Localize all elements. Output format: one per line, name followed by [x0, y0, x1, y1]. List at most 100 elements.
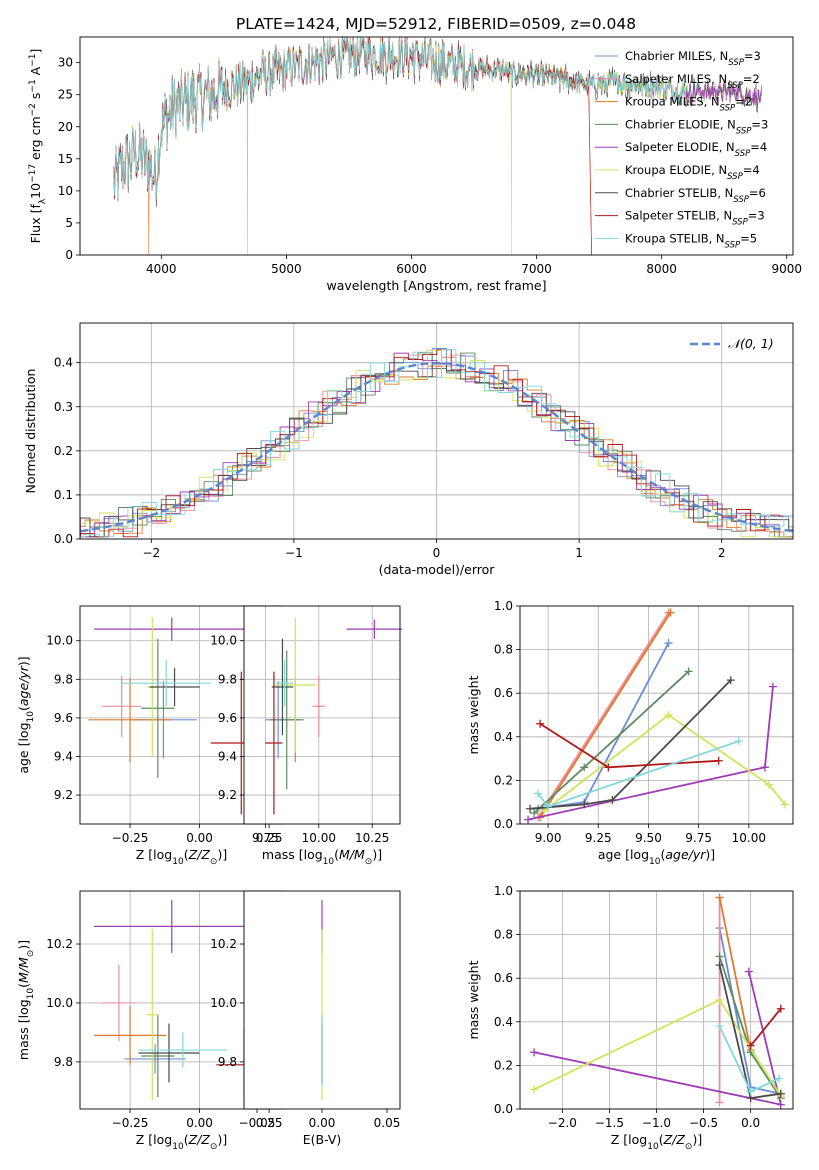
y-tick-label: 0.3 — [54, 400, 73, 414]
x-tick-label: 0.25 — [256, 831, 283, 845]
plot-content — [79, 348, 794, 538]
plus-marker — [664, 711, 673, 719]
plus-marker — [776, 1004, 785, 1013]
x-tick-label: 0.05 — [374, 1116, 401, 1130]
plus-marker — [726, 676, 735, 685]
plus-marker — [530, 1048, 539, 1057]
plus-marker — [768, 682, 777, 691]
weight-line — [539, 612, 672, 818]
y-tick-label: 0.8 — [494, 928, 513, 942]
x-tick-label: −0.25 — [112, 831, 149, 845]
plus-marker — [746, 1041, 755, 1050]
plot-area — [244, 606, 400, 824]
ticks-mass_vs_ebv: −0.05 0.00 0.05 9.8 10.0 10.2 — [210, 937, 400, 1130]
weight-line — [543, 713, 786, 812]
axes-spectrum — [80, 36, 793, 256]
y-tick-label: 25 — [58, 88, 73, 102]
error-bar-point — [312, 675, 326, 738]
legend-label: 𝒩(0, 1) — [728, 336, 774, 351]
plus-marker — [714, 756, 723, 765]
plus-marker — [715, 952, 724, 961]
ticks-mass_vs_Z: −0.25 0.00 0.25 9.8 10.0 10.2 — [46, 937, 282, 1130]
y-tick-label: 9.8 — [54, 1055, 73, 1069]
plot-content — [113, 36, 762, 256]
error-bar-point — [138, 1032, 228, 1068]
y-tick-label: 0.6 — [494, 971, 513, 985]
spectrum-y-label: Flux [fλ10−17 erg cm−2 s−1 A−1] — [28, 49, 48, 244]
ticks-residuals: −2 −1 0 1 2 0.0 0.1 0.2 0.3 0.4 — [54, 356, 726, 560]
ticks-age_vs_mass: 9.75 10.00 10.25 9.2 9.4 9.6 9.8 10.0 — [210, 634, 389, 845]
spectrum-line — [113, 36, 687, 256]
plot-content — [530, 893, 785, 1109]
x-tick-label: −0.5 — [689, 1116, 718, 1130]
y-tick-label: 10.0 — [46, 634, 73, 648]
ticks-age_vs_Z: −0.25 0.00 0.25 9.2 9.4 9.6 9.8 10.0 — [46, 634, 282, 845]
plus-marker — [734, 737, 743, 746]
weight-line — [537, 612, 670, 818]
y-tick-label: 9.4 — [218, 749, 237, 763]
error-bar-point — [93, 899, 250, 953]
plus-marker — [530, 1085, 539, 1094]
legend-label: Kroupa ELODIE, NSSP=4 — [625, 163, 760, 182]
y-tick-label: 9.6 — [54, 711, 73, 725]
legend-label: Chabrier MILES, NSSP=3 — [625, 49, 761, 68]
y-tick-label: 0.0 — [494, 1102, 513, 1116]
spectrum-x-label: wavelength [Angstrom, rest frame] — [326, 278, 546, 293]
axes-age_vs_mass — [244, 606, 403, 824]
plus-marker — [764, 780, 773, 789]
plus-marker — [526, 804, 535, 813]
ticks-weight_vs_Z: −2.0 −1.5 −1.0 −0.5 0.0 0.0 0.2 0.4 0.6 0.8 1.0 — [494, 884, 760, 1130]
plus-marker — [715, 1022, 724, 1031]
plus-marker — [684, 667, 693, 676]
normal-curve — [79, 361, 794, 533]
y-tick-label: 10.2 — [46, 937, 73, 951]
plus-marker — [774, 1074, 783, 1083]
plus-marker — [715, 996, 724, 1004]
y-tick-label: 9.8 — [54, 672, 73, 686]
error-bar-point — [269, 650, 304, 790]
weight-vs-age-y-label: mass weight — [466, 675, 481, 754]
mass-vs-z-x-label: Z [log10(Z/Z⊙)] — [136, 1132, 227, 1152]
legend-label: Kroupa STELIB, NSSP=5 — [625, 231, 757, 250]
plus-marker — [715, 961, 724, 970]
plus-marker — [664, 639, 673, 648]
histogram-step — [80, 348, 793, 538]
axes-frame — [519, 890, 794, 1110]
axes-frame — [79, 322, 794, 540]
x-tick-label: 9.00 — [535, 831, 562, 845]
x-tick-label: 0.00 — [186, 831, 213, 845]
x-tick-label: 2 — [718, 546, 726, 560]
x-tick-label: 10.25 — [355, 831, 389, 845]
figure-title: PLATE=1424, MJD=52912, FIBERID=0509, z=0… — [236, 15, 636, 33]
legend-label: Chabrier STELIB, NSSP=6 — [625, 186, 766, 205]
error-bar-point — [149, 667, 200, 707]
x-tick-label: 9.75 — [685, 831, 712, 845]
age-vs-mass-x-label: mass [log10(M/M⊙)] — [262, 847, 382, 867]
plus-marker — [536, 719, 545, 728]
plot-area — [520, 606, 793, 824]
axes-frame — [79, 36, 794, 256]
x-tick-label: −1.5 — [595, 1116, 624, 1130]
x-tick-label: 9.50 — [635, 831, 662, 845]
y-tick-label: 9.6 — [218, 711, 237, 725]
spectrum-line — [113, 36, 592, 256]
age-vs-z-y-label: age [log10(age/yr)] — [16, 656, 36, 773]
plot-content — [265, 617, 403, 815]
plus-marker — [544, 802, 553, 811]
x-tick-label: −1 — [285, 546, 303, 560]
legend-label: Salpeter ELODIE, NSSP=4 — [625, 140, 767, 159]
plus-marker — [744, 967, 753, 976]
plus-marker — [776, 1089, 785, 1098]
weight-vs-z-x-label: Z [log10(Z/Z⊙)] — [611, 1132, 702, 1152]
plus-marker — [666, 608, 675, 617]
x-tick-label: 5000 — [271, 262, 302, 276]
plus-marker — [524, 815, 533, 824]
y-tick-label: 9.8 — [218, 1055, 237, 1069]
axes-mass_vs_ebv — [244, 891, 400, 1109]
y-tick-label: 0.4 — [494, 730, 513, 744]
axes-frame — [243, 890, 401, 1110]
plot-content — [88, 617, 272, 815]
axes-frame — [519, 605, 794, 825]
y-tick-label: 0.0 — [54, 532, 73, 546]
x-tick-label: −1.0 — [642, 1116, 671, 1130]
